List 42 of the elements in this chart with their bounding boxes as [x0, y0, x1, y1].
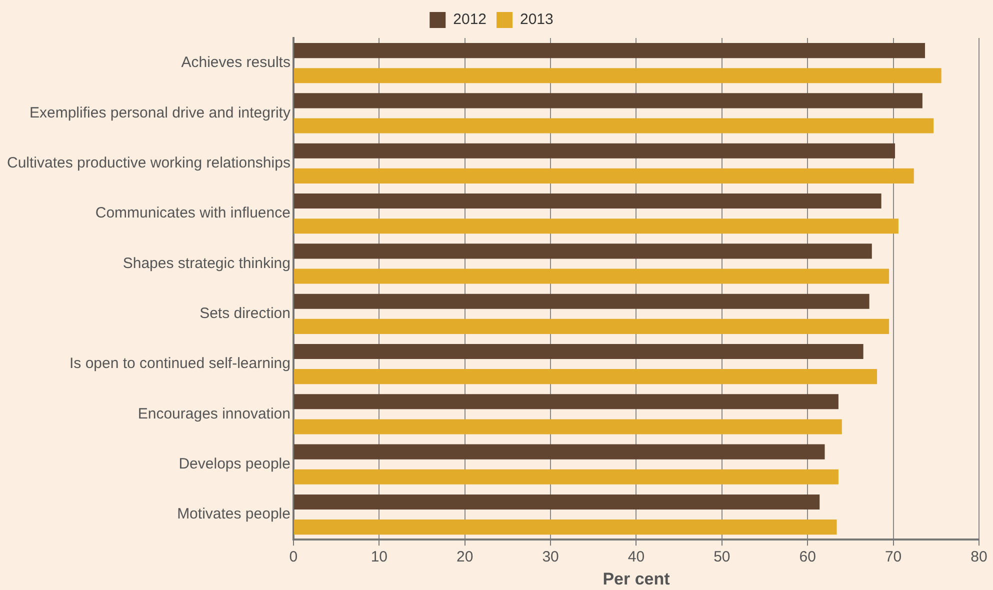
bar: [294, 43, 926, 58]
bar: [294, 469, 838, 484]
y-tick-label: Is open to continued self-learning: [69, 355, 290, 372]
bar: [294, 244, 872, 259]
bar: [294, 268, 890, 284]
bar: [294, 143, 896, 158]
bar: [294, 68, 942, 84]
legend-label: 2013: [520, 11, 554, 28]
x-tick-label: 60: [799, 548, 816, 566]
bar: [294, 394, 838, 410]
bar: [294, 369, 878, 384]
bar: [294, 318, 890, 334]
legend-label: 2012: [453, 11, 487, 28]
x-tick-label: 20: [456, 548, 474, 566]
bar: [294, 494, 820, 510]
bar: [294, 168, 914, 184]
x-axis-title: Per cent: [602, 569, 670, 588]
x-tick-label: 70: [884, 548, 902, 566]
x-tick-label: 0: [289, 548, 298, 566]
bar: [294, 93, 922, 108]
bar: [294, 344, 864, 360]
y-tick-label: Achieves results: [181, 54, 290, 72]
y-tick-label: Encourages innovation: [138, 405, 290, 422]
bar: [294, 193, 882, 209]
x-tick-label: 30: [542, 548, 559, 566]
x-tick-label: 50: [714, 548, 730, 566]
y-tick-label: Exemplifies personal drive and integrity: [30, 104, 291, 122]
y-tick-label: Shapes strategic thinking: [122, 254, 290, 272]
y-tick-label: Communicates with influence: [95, 204, 290, 222]
bar: [294, 118, 934, 134]
x-tick-label: 40: [628, 548, 645, 566]
bar: [294, 444, 825, 460]
y-tick-label: Motivates people: [177, 506, 290, 523]
y-tick-label: Sets direction: [200, 305, 290, 322]
x-tick-label: 10: [370, 548, 388, 566]
y-tick-label: Cultivates productive working relationships: [6, 154, 290, 172]
x-tick-label: 80: [970, 548, 988, 566]
y-tick-label: Develops people: [178, 456, 290, 472]
bar: [294, 218, 898, 234]
bar: [294, 419, 842, 434]
bar: [294, 294, 870, 309]
bar: [294, 520, 837, 535]
